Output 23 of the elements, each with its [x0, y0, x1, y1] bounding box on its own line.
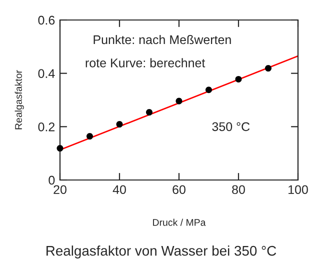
text: Realgasfaktor von Wasser bei 350 °C: [46, 246, 276, 258]
x-tick-label: 100: [288, 185, 308, 194]
x-tick-label: 80: [232, 185, 245, 194]
annotation: 350 °C: [212, 122, 250, 132]
x-tick-label: 40: [112, 185, 126, 194]
point: [116, 121, 123, 128]
annotation: rote Kurve: berechnet: [86, 58, 206, 68]
annotation: Punkte: nach Meßwerten: [94, 34, 231, 44]
x-tick-label: 20: [54, 185, 66, 194]
point: [86, 133, 94, 140]
y-axis-title: Realgasfaktor: [14, 70, 24, 130]
y-tick-label: 0.2: [38, 122, 55, 132]
y-tick-label: 0.6: [38, 16, 55, 25]
point: [235, 76, 242, 82]
point: [56, 145, 64, 152]
point: [264, 65, 272, 72]
y-tick-label: 0: [48, 176, 55, 185]
x-tick-label: 60: [172, 185, 186, 194]
point: [205, 86, 212, 94]
point: [146, 109, 153, 116]
point: [176, 98, 182, 104]
x-axis-title: Druck / MPa: [153, 218, 206, 226]
y-tick-label: 0.4: [38, 69, 55, 78]
